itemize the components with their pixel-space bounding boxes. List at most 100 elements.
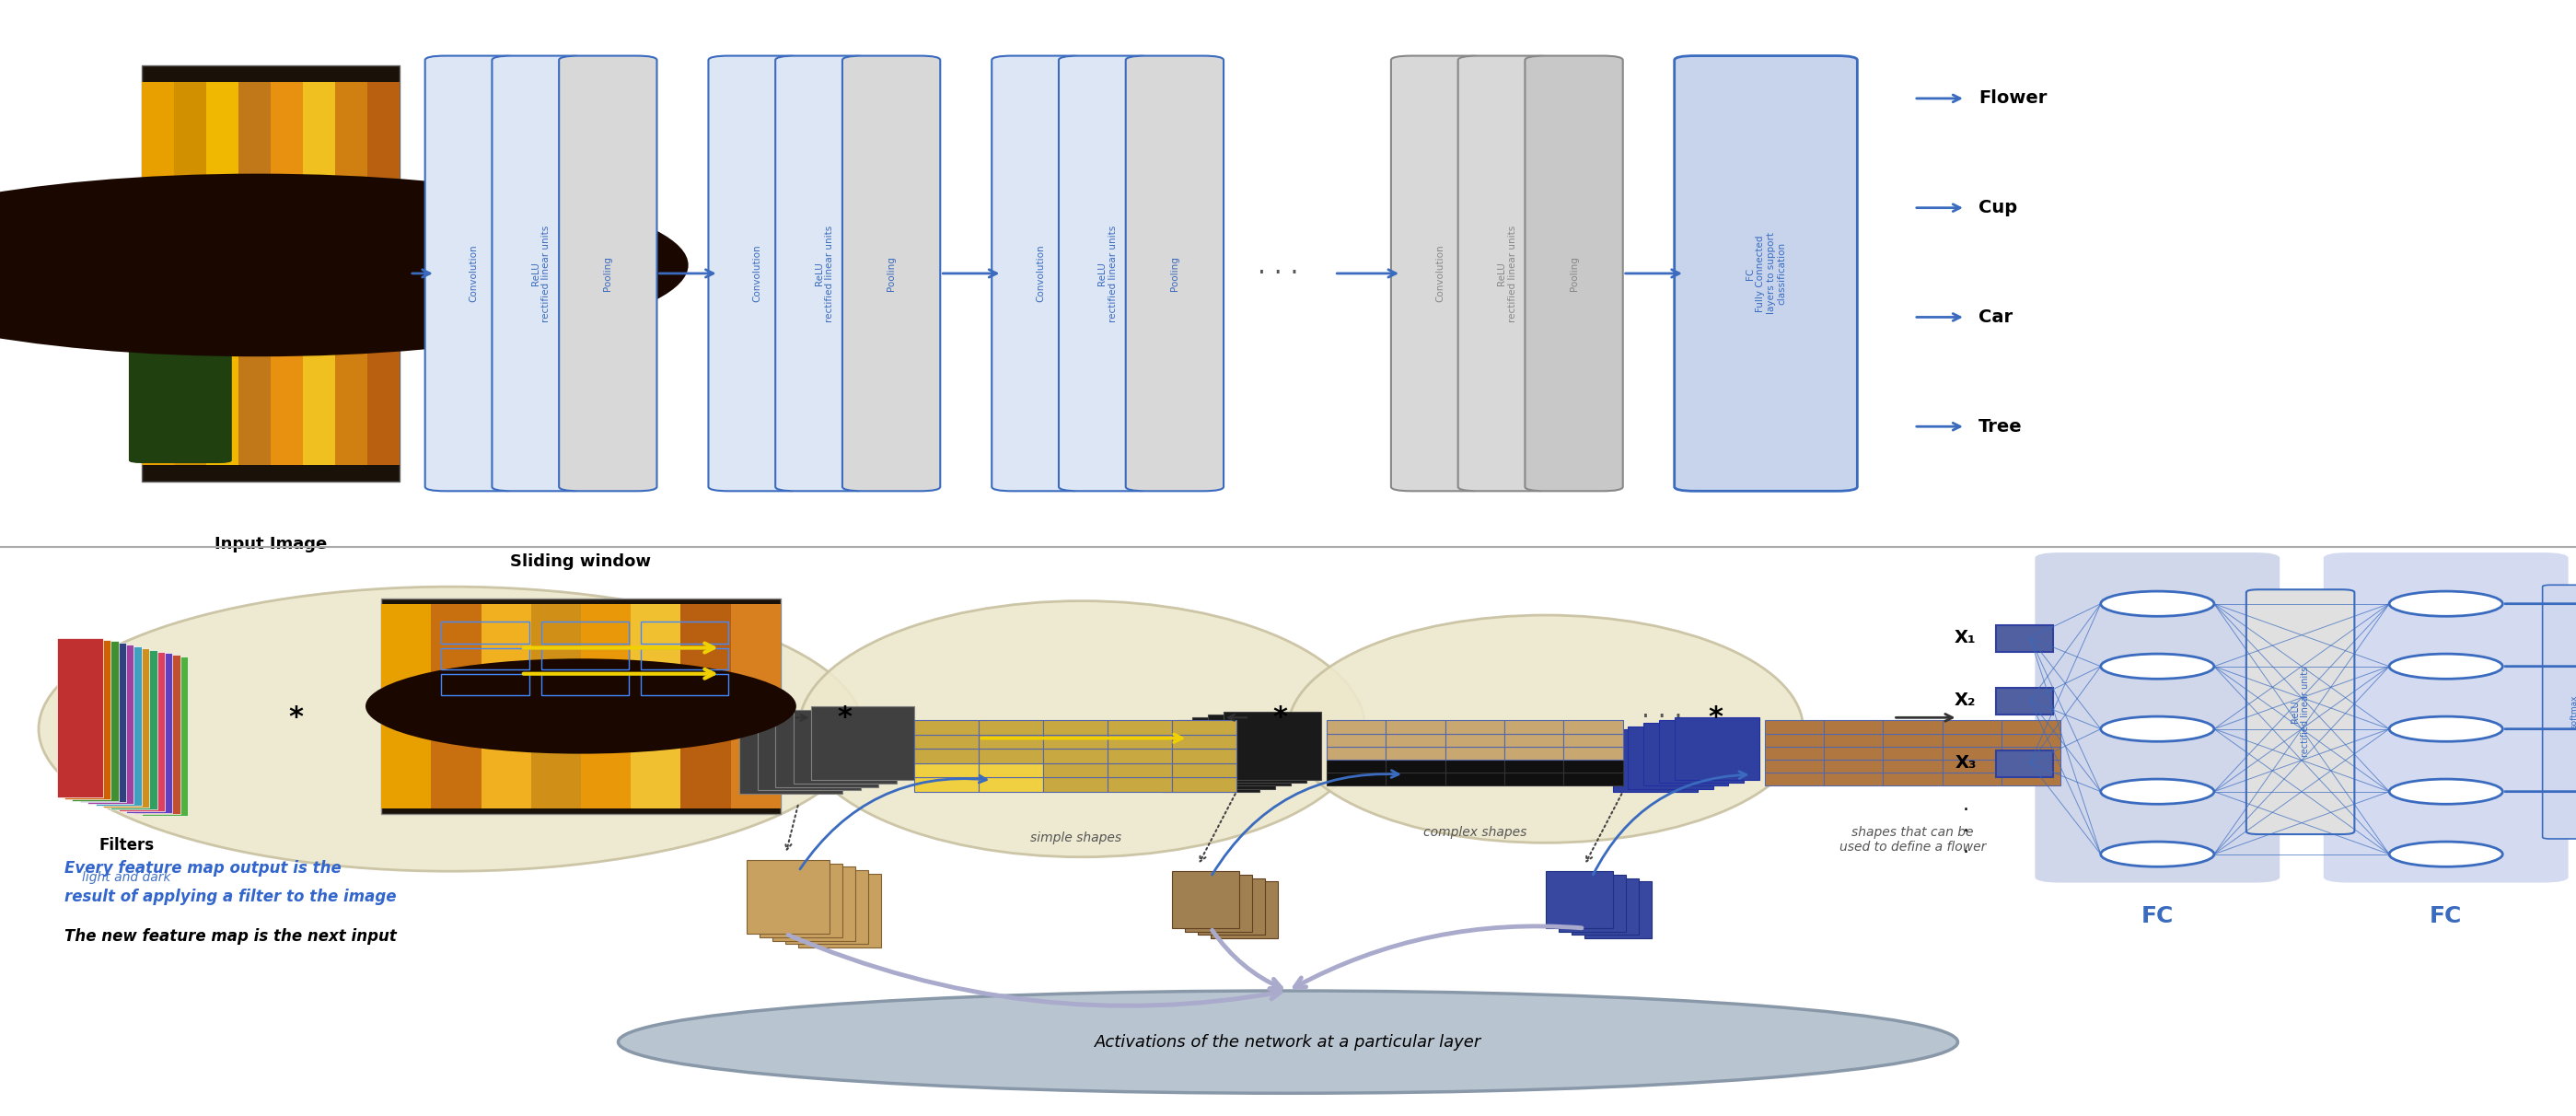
FancyBboxPatch shape <box>492 56 590 491</box>
FancyBboxPatch shape <box>1942 760 2002 772</box>
Text: X₂: X₂ <box>1955 692 1976 710</box>
FancyBboxPatch shape <box>1327 760 1386 772</box>
Text: softmax
categorical probability distribution: softmax categorical probability distribu… <box>2571 639 2576 785</box>
FancyBboxPatch shape <box>842 56 940 491</box>
FancyBboxPatch shape <box>1445 733 1504 747</box>
FancyBboxPatch shape <box>914 734 979 749</box>
FancyBboxPatch shape <box>430 604 482 809</box>
FancyBboxPatch shape <box>1043 721 1108 734</box>
FancyBboxPatch shape <box>1674 56 1857 491</box>
FancyBboxPatch shape <box>1824 760 1883 772</box>
Text: The new feature map is the next input: The new feature map is the next input <box>64 929 397 945</box>
Text: ReLU
rectified linear units: ReLU rectified linear units <box>1497 225 1517 321</box>
FancyBboxPatch shape <box>1327 721 1386 733</box>
FancyBboxPatch shape <box>979 721 1043 734</box>
FancyBboxPatch shape <box>270 81 304 464</box>
Text: Convolution: Convolution <box>469 244 479 302</box>
Text: Every feature map output is the: Every feature map output is the <box>64 859 340 876</box>
Text: ReLU
rectified linear units: ReLU rectified linear units <box>1097 225 1118 321</box>
FancyBboxPatch shape <box>1162 723 1260 791</box>
FancyBboxPatch shape <box>1108 734 1172 749</box>
Text: complex shapes: complex shapes <box>1422 826 1528 838</box>
FancyBboxPatch shape <box>1824 772 1883 786</box>
Text: result of applying a filter to the image: result of applying a filter to the image <box>64 888 397 905</box>
FancyBboxPatch shape <box>559 56 657 491</box>
Text: FC: FC <box>2429 905 2463 927</box>
FancyBboxPatch shape <box>1172 778 1236 791</box>
FancyBboxPatch shape <box>1765 747 1824 760</box>
FancyBboxPatch shape <box>1996 687 2053 714</box>
FancyBboxPatch shape <box>1942 733 2002 747</box>
Ellipse shape <box>1288 615 1803 843</box>
FancyBboxPatch shape <box>914 763 979 778</box>
Text: Pooling: Pooling <box>603 256 613 291</box>
FancyBboxPatch shape <box>1942 721 2002 733</box>
FancyBboxPatch shape <box>1824 721 1883 733</box>
Circle shape <box>366 658 796 753</box>
FancyBboxPatch shape <box>1445 772 1504 786</box>
Text: Tree: Tree <box>1978 417 2022 435</box>
Ellipse shape <box>39 587 863 872</box>
FancyBboxPatch shape <box>2543 585 2576 839</box>
FancyBboxPatch shape <box>811 706 914 780</box>
Circle shape <box>2391 591 2504 616</box>
FancyBboxPatch shape <box>381 604 430 809</box>
FancyBboxPatch shape <box>1765 772 1824 786</box>
FancyBboxPatch shape <box>1564 760 1623 772</box>
FancyBboxPatch shape <box>775 713 878 787</box>
FancyBboxPatch shape <box>1386 747 1445 760</box>
Text: *: * <box>1273 704 1288 731</box>
FancyBboxPatch shape <box>1504 747 1564 760</box>
FancyBboxPatch shape <box>142 81 175 464</box>
FancyBboxPatch shape <box>142 656 188 816</box>
FancyBboxPatch shape <box>1327 733 1386 747</box>
FancyBboxPatch shape <box>425 56 523 491</box>
FancyBboxPatch shape <box>1386 733 1445 747</box>
FancyBboxPatch shape <box>680 604 732 809</box>
FancyBboxPatch shape <box>1445 747 1504 760</box>
FancyBboxPatch shape <box>1525 56 1623 491</box>
Text: light and dark: light and dark <box>82 872 170 884</box>
FancyBboxPatch shape <box>1193 718 1291 786</box>
FancyBboxPatch shape <box>1564 772 1623 786</box>
FancyBboxPatch shape <box>786 870 868 944</box>
FancyBboxPatch shape <box>57 638 103 797</box>
FancyBboxPatch shape <box>580 604 631 809</box>
Text: Pooling: Pooling <box>1170 256 1180 291</box>
Text: Pooling: Pooling <box>1569 256 1579 291</box>
FancyBboxPatch shape <box>2002 772 2061 786</box>
FancyBboxPatch shape <box>1659 721 1744 783</box>
FancyBboxPatch shape <box>1185 875 1252 932</box>
Text: *: * <box>837 704 853 731</box>
FancyBboxPatch shape <box>335 81 368 464</box>
Text: ·
·
·: · · · <box>1963 801 1968 862</box>
Text: Flower: Flower <box>1978 89 2048 107</box>
FancyBboxPatch shape <box>1445 760 1504 772</box>
Circle shape <box>2102 841 2215 867</box>
Text: Sliding window: Sliding window <box>510 554 652 569</box>
FancyBboxPatch shape <box>631 604 680 809</box>
FancyBboxPatch shape <box>1386 772 1445 786</box>
FancyBboxPatch shape <box>1564 721 1623 733</box>
FancyBboxPatch shape <box>1458 56 1556 491</box>
FancyBboxPatch shape <box>2246 589 2354 835</box>
FancyBboxPatch shape <box>1883 760 1942 772</box>
FancyBboxPatch shape <box>1628 727 1713 789</box>
FancyBboxPatch shape <box>2002 721 2061 733</box>
Text: X₃: X₃ <box>1955 754 1976 772</box>
FancyBboxPatch shape <box>1386 760 1445 772</box>
FancyBboxPatch shape <box>111 650 157 809</box>
FancyBboxPatch shape <box>1108 763 1172 778</box>
FancyBboxPatch shape <box>1996 625 2053 652</box>
FancyBboxPatch shape <box>1674 718 1759 780</box>
FancyBboxPatch shape <box>1327 747 1386 760</box>
FancyBboxPatch shape <box>381 598 781 815</box>
FancyBboxPatch shape <box>88 645 134 805</box>
FancyBboxPatch shape <box>732 604 781 809</box>
FancyBboxPatch shape <box>773 867 855 941</box>
FancyBboxPatch shape <box>482 604 531 809</box>
Text: shapes that can be
used to define a flower: shapes that can be used to define a flow… <box>1839 826 1986 854</box>
FancyBboxPatch shape <box>708 56 806 491</box>
FancyBboxPatch shape <box>1445 721 1504 733</box>
FancyBboxPatch shape <box>118 652 165 811</box>
